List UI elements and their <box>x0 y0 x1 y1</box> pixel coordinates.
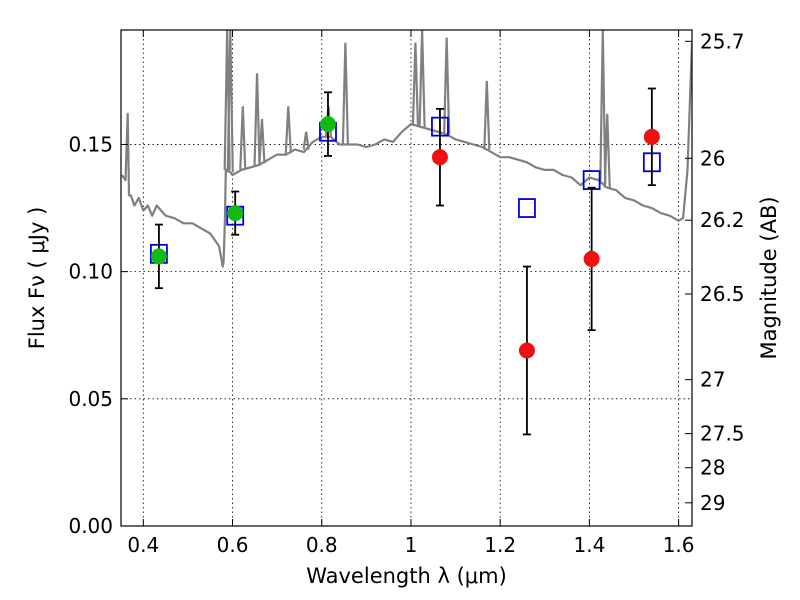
axis-ticks: 0.4 0.6 0.8 1 1.2 1.4 1.6 0.00 0.05 0.10 0.15 25.7 2… <box>68 29 744 557</box>
emission-line-spike <box>239 106 247 170</box>
nir-data-point <box>431 149 448 166</box>
emission-line-spike <box>599 30 607 184</box>
emission-line-spike <box>418 30 426 128</box>
emission-line-spike <box>302 131 310 150</box>
emission-line-spike <box>258 118 266 164</box>
emission-line-spike <box>284 106 292 154</box>
y2-axis-label: Magnitude (AB) <box>757 196 781 359</box>
emission-line-spike <box>226 30 234 173</box>
optical-data-point <box>319 116 336 133</box>
x-tick-label: 0.6 <box>217 533 249 557</box>
y-tick-label: 0.10 <box>68 260 113 284</box>
optical-data-point <box>150 248 167 265</box>
y2-tick-label: 26.5 <box>700 282 745 306</box>
emission-line-spike <box>483 80 491 150</box>
x-tick-label: 0.8 <box>306 533 338 557</box>
x-tick-label: 1.4 <box>573 533 605 557</box>
emission-line-spike <box>411 42 420 126</box>
y-axis-label: Flux Fν ( μJy ) <box>25 207 49 350</box>
nir-data-point <box>583 250 600 267</box>
y2-tick-label: 28 <box>700 456 725 480</box>
emission-line-spike <box>253 73 261 166</box>
sed-model <box>121 30 692 268</box>
x-axis-label: Wavelength λ (μm) <box>306 564 507 588</box>
model-photometry-square <box>518 198 536 218</box>
y2-tick-label: 25.7 <box>700 29 745 53</box>
plot-frame <box>120 29 693 527</box>
photometry-markers <box>150 87 661 436</box>
y2-tick-label: 26 <box>700 146 725 170</box>
y-tick-label: 0.15 <box>68 132 113 156</box>
x-tick-label: 1.6 <box>663 533 695 557</box>
x-tick-label: 0.4 <box>127 533 159 557</box>
y2-tick-label: 26.2 <box>700 208 745 232</box>
emission-line-spike <box>603 113 611 188</box>
y2-tick-label: 27 <box>700 368 725 392</box>
nir-data-point <box>518 342 535 359</box>
emission-line-spike <box>341 42 349 145</box>
y-tick-label: 0.00 <box>68 514 113 538</box>
y2-tick-label: 27.5 <box>700 422 745 446</box>
sed-model-line <box>121 42 692 268</box>
x-tick-label: 1 <box>405 533 418 557</box>
optical-data-point <box>227 205 244 222</box>
x-tick-label: 1.2 <box>484 533 516 557</box>
grid <box>121 30 692 527</box>
emission-line-spike <box>443 37 451 135</box>
y2-tick-label: 29 <box>700 491 725 515</box>
y-tick-label: 0.05 <box>68 387 113 411</box>
nir-data-point <box>643 128 660 145</box>
